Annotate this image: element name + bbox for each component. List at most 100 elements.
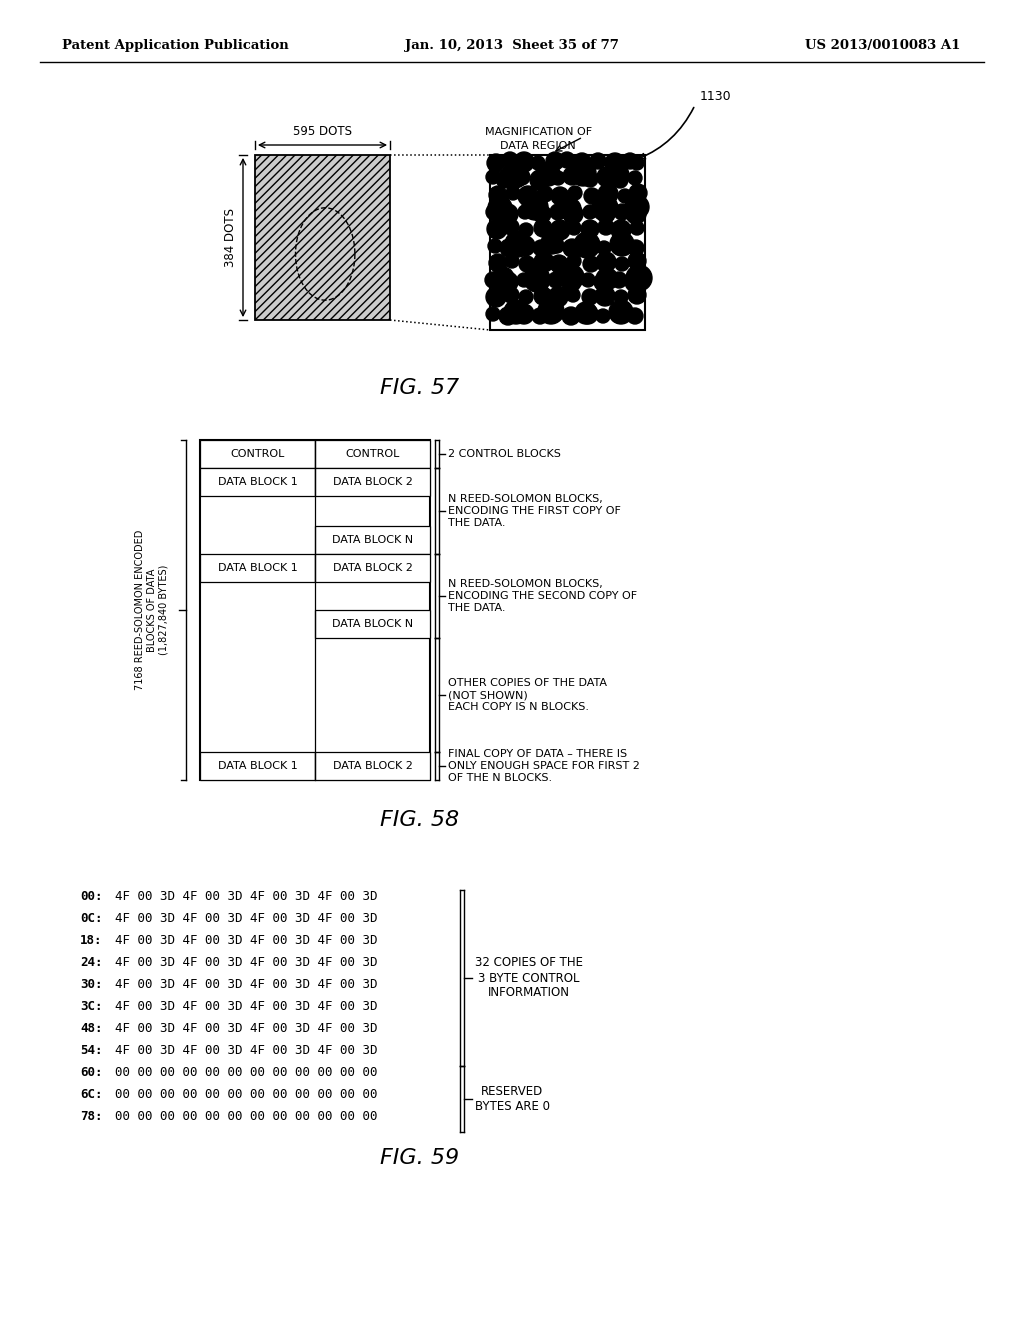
Bar (200, 554, 315, 582)
Circle shape (630, 156, 644, 170)
Text: 0C:: 0C: (80, 912, 102, 925)
Circle shape (504, 300, 528, 323)
Circle shape (594, 273, 612, 290)
Circle shape (579, 236, 599, 256)
Text: 24:: 24: (80, 956, 102, 969)
Text: 4F 00 3D 4F 00 3D 4F 00 3D 4F 00 3D: 4F 00 3D 4F 00 3D 4F 00 3D 4F 00 3D (115, 1001, 378, 1012)
Circle shape (550, 255, 568, 273)
Circle shape (563, 168, 581, 185)
Text: DATA BLOCK N: DATA BLOCK N (332, 535, 413, 545)
Circle shape (487, 219, 507, 239)
Circle shape (598, 219, 614, 235)
Circle shape (626, 205, 646, 224)
Text: N REED-SOLOMON BLOCKS,
ENCODING THE SECOND COPY OF
THE DATA.: N REED-SOLOMON BLOCKS, ENCODING THE SECO… (449, 579, 637, 612)
Circle shape (534, 205, 551, 223)
Circle shape (534, 286, 552, 305)
Circle shape (546, 152, 564, 170)
Circle shape (581, 220, 599, 238)
Circle shape (596, 268, 618, 290)
Circle shape (574, 232, 600, 257)
Circle shape (534, 240, 549, 256)
Text: DATA BLOCK 2: DATA BLOCK 2 (333, 477, 413, 487)
Bar (255, 154, 390, 319)
Circle shape (559, 152, 575, 168)
Circle shape (486, 308, 500, 321)
Circle shape (605, 153, 625, 173)
Circle shape (573, 153, 591, 172)
Circle shape (560, 265, 584, 289)
Circle shape (519, 256, 535, 272)
Circle shape (592, 195, 618, 220)
Circle shape (610, 232, 634, 256)
Circle shape (561, 272, 581, 292)
Text: 4F 00 3D 4F 00 3D 4F 00 3D 4F 00 3D: 4F 00 3D 4F 00 3D 4F 00 3D 4F 00 3D (115, 912, 378, 925)
Text: 78:: 78: (80, 1110, 102, 1123)
Text: 54:: 54: (80, 1044, 102, 1057)
Circle shape (550, 239, 564, 253)
Circle shape (563, 205, 583, 224)
Circle shape (582, 172, 598, 187)
Circle shape (486, 286, 506, 308)
Circle shape (625, 272, 645, 292)
Text: RESERVED
BYTES ARE 0: RESERVED BYTES ARE 0 (475, 1085, 550, 1113)
Circle shape (551, 172, 565, 185)
Circle shape (488, 195, 512, 220)
Circle shape (627, 308, 643, 323)
Circle shape (562, 308, 580, 325)
Circle shape (498, 272, 518, 292)
Circle shape (502, 162, 528, 187)
Circle shape (505, 253, 519, 268)
Text: 00 00 00 00 00 00 00 00 00 00 00 00: 00 00 00 00 00 00 00 00 00 00 00 00 (115, 1088, 378, 1101)
Circle shape (537, 186, 553, 202)
Text: 4F 00 3D 4F 00 3D 4F 00 3D 4F 00 3D: 4F 00 3D 4F 00 3D 4F 00 3D 4F 00 3D (115, 978, 378, 991)
Circle shape (622, 153, 638, 169)
Circle shape (503, 219, 519, 235)
Circle shape (618, 189, 632, 203)
Text: 60:: 60: (80, 1067, 102, 1078)
Text: 00:: 00: (80, 890, 102, 903)
Text: N REED-SOLOMON BLOCKS,
ENCODING THE FIRST COPY OF
THE DATA.: N REED-SOLOMON BLOCKS, ENCODING THE FIRS… (449, 495, 621, 528)
Circle shape (559, 198, 581, 220)
Text: FINAL COPY OF DATA – THERE IS
ONLY ENOUGH SPACE FOR FIRST 2
OF THE N BLOCKS.: FINAL COPY OF DATA – THERE IS ONLY ENOUG… (449, 750, 640, 783)
Bar (315, 469, 430, 496)
Text: DATA BLOCK 1: DATA BLOCK 1 (218, 477, 297, 487)
Bar (200, 469, 315, 496)
Text: 2 CONTROL BLOCKS: 2 CONTROL BLOCKS (449, 449, 561, 459)
Circle shape (541, 232, 563, 253)
Circle shape (492, 267, 514, 289)
Circle shape (550, 205, 566, 220)
Circle shape (496, 170, 514, 187)
Circle shape (519, 223, 534, 238)
Text: 32 COPIES OF THE
3 BYTE CONTROL
INFORMATION: 32 COPIES OF THE 3 BYTE CONTROL INFORMAT… (475, 957, 583, 999)
Circle shape (584, 187, 600, 205)
Circle shape (531, 156, 545, 170)
Circle shape (486, 170, 500, 183)
Circle shape (567, 220, 581, 235)
Circle shape (532, 308, 548, 323)
Circle shape (590, 153, 606, 169)
Circle shape (570, 160, 596, 186)
Circle shape (524, 267, 550, 292)
Text: FIG. 59: FIG. 59 (381, 1148, 460, 1168)
Circle shape (518, 186, 538, 206)
Circle shape (581, 273, 595, 286)
Text: DATA BLOCK 1: DATA BLOCK 1 (218, 564, 297, 573)
Circle shape (498, 205, 518, 224)
Text: Patent Application Publication: Patent Application Publication (62, 40, 289, 53)
Text: 30:: 30: (80, 978, 102, 991)
Circle shape (612, 172, 628, 187)
Text: 3C:: 3C: (80, 1001, 102, 1012)
Circle shape (486, 205, 502, 220)
Text: 7168 REED-SOLOMON ENCODED
BLOCKS OF DATA
(1,827,840 BYTES): 7168 REED-SOLOMON ENCODED BLOCKS OF DATA… (135, 529, 169, 690)
Circle shape (607, 164, 629, 186)
Circle shape (610, 305, 628, 323)
Circle shape (534, 252, 554, 272)
Circle shape (597, 205, 615, 223)
Circle shape (489, 186, 507, 205)
Text: 4F 00 3D 4F 00 3D 4F 00 3D 4F 00 3D: 4F 00 3D 4F 00 3D 4F 00 3D 4F 00 3D (115, 956, 378, 969)
Bar (200, 752, 315, 780)
Circle shape (578, 304, 598, 323)
Circle shape (489, 253, 507, 272)
Circle shape (514, 152, 534, 172)
Circle shape (615, 257, 629, 271)
